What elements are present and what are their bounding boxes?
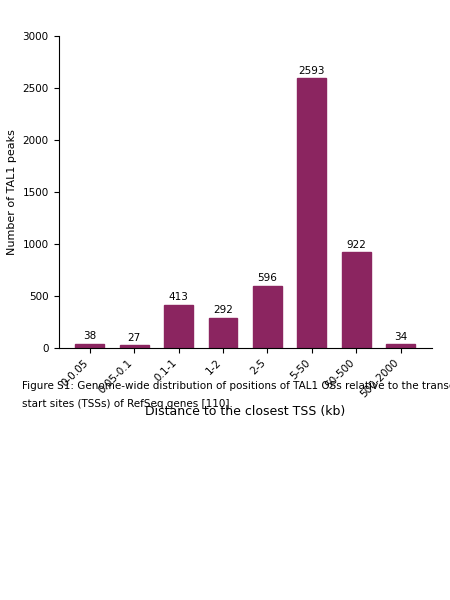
Bar: [386, 344, 415, 348]
Bar: [297, 79, 326, 348]
Text: 34: 34: [394, 332, 407, 342]
Bar: [120, 345, 148, 348]
Text: 292: 292: [213, 305, 233, 315]
Text: Figure S1: Genome-wide distribution of positions of TAL1 OSs relative to the tra: Figure S1: Genome-wide distribution of p…: [22, 381, 450, 391]
Bar: [164, 305, 193, 348]
Text: start sites (TSSs) of RefSeq genes [110].: start sites (TSSs) of RefSeq genes [110]…: [22, 399, 234, 409]
Bar: [253, 286, 282, 348]
Text: 413: 413: [169, 292, 189, 302]
X-axis label: Distance to the closest TSS (kb): Distance to the closest TSS (kb): [145, 406, 346, 418]
Bar: [342, 252, 371, 348]
Text: 38: 38: [83, 331, 97, 341]
Y-axis label: Number of TAL1 peaks: Number of TAL1 peaks: [7, 129, 17, 255]
Text: 2593: 2593: [299, 66, 325, 76]
Bar: [209, 317, 238, 348]
Text: 596: 596: [257, 274, 277, 283]
Text: 922: 922: [346, 239, 366, 250]
Bar: [76, 344, 104, 348]
Text: 27: 27: [128, 332, 141, 343]
